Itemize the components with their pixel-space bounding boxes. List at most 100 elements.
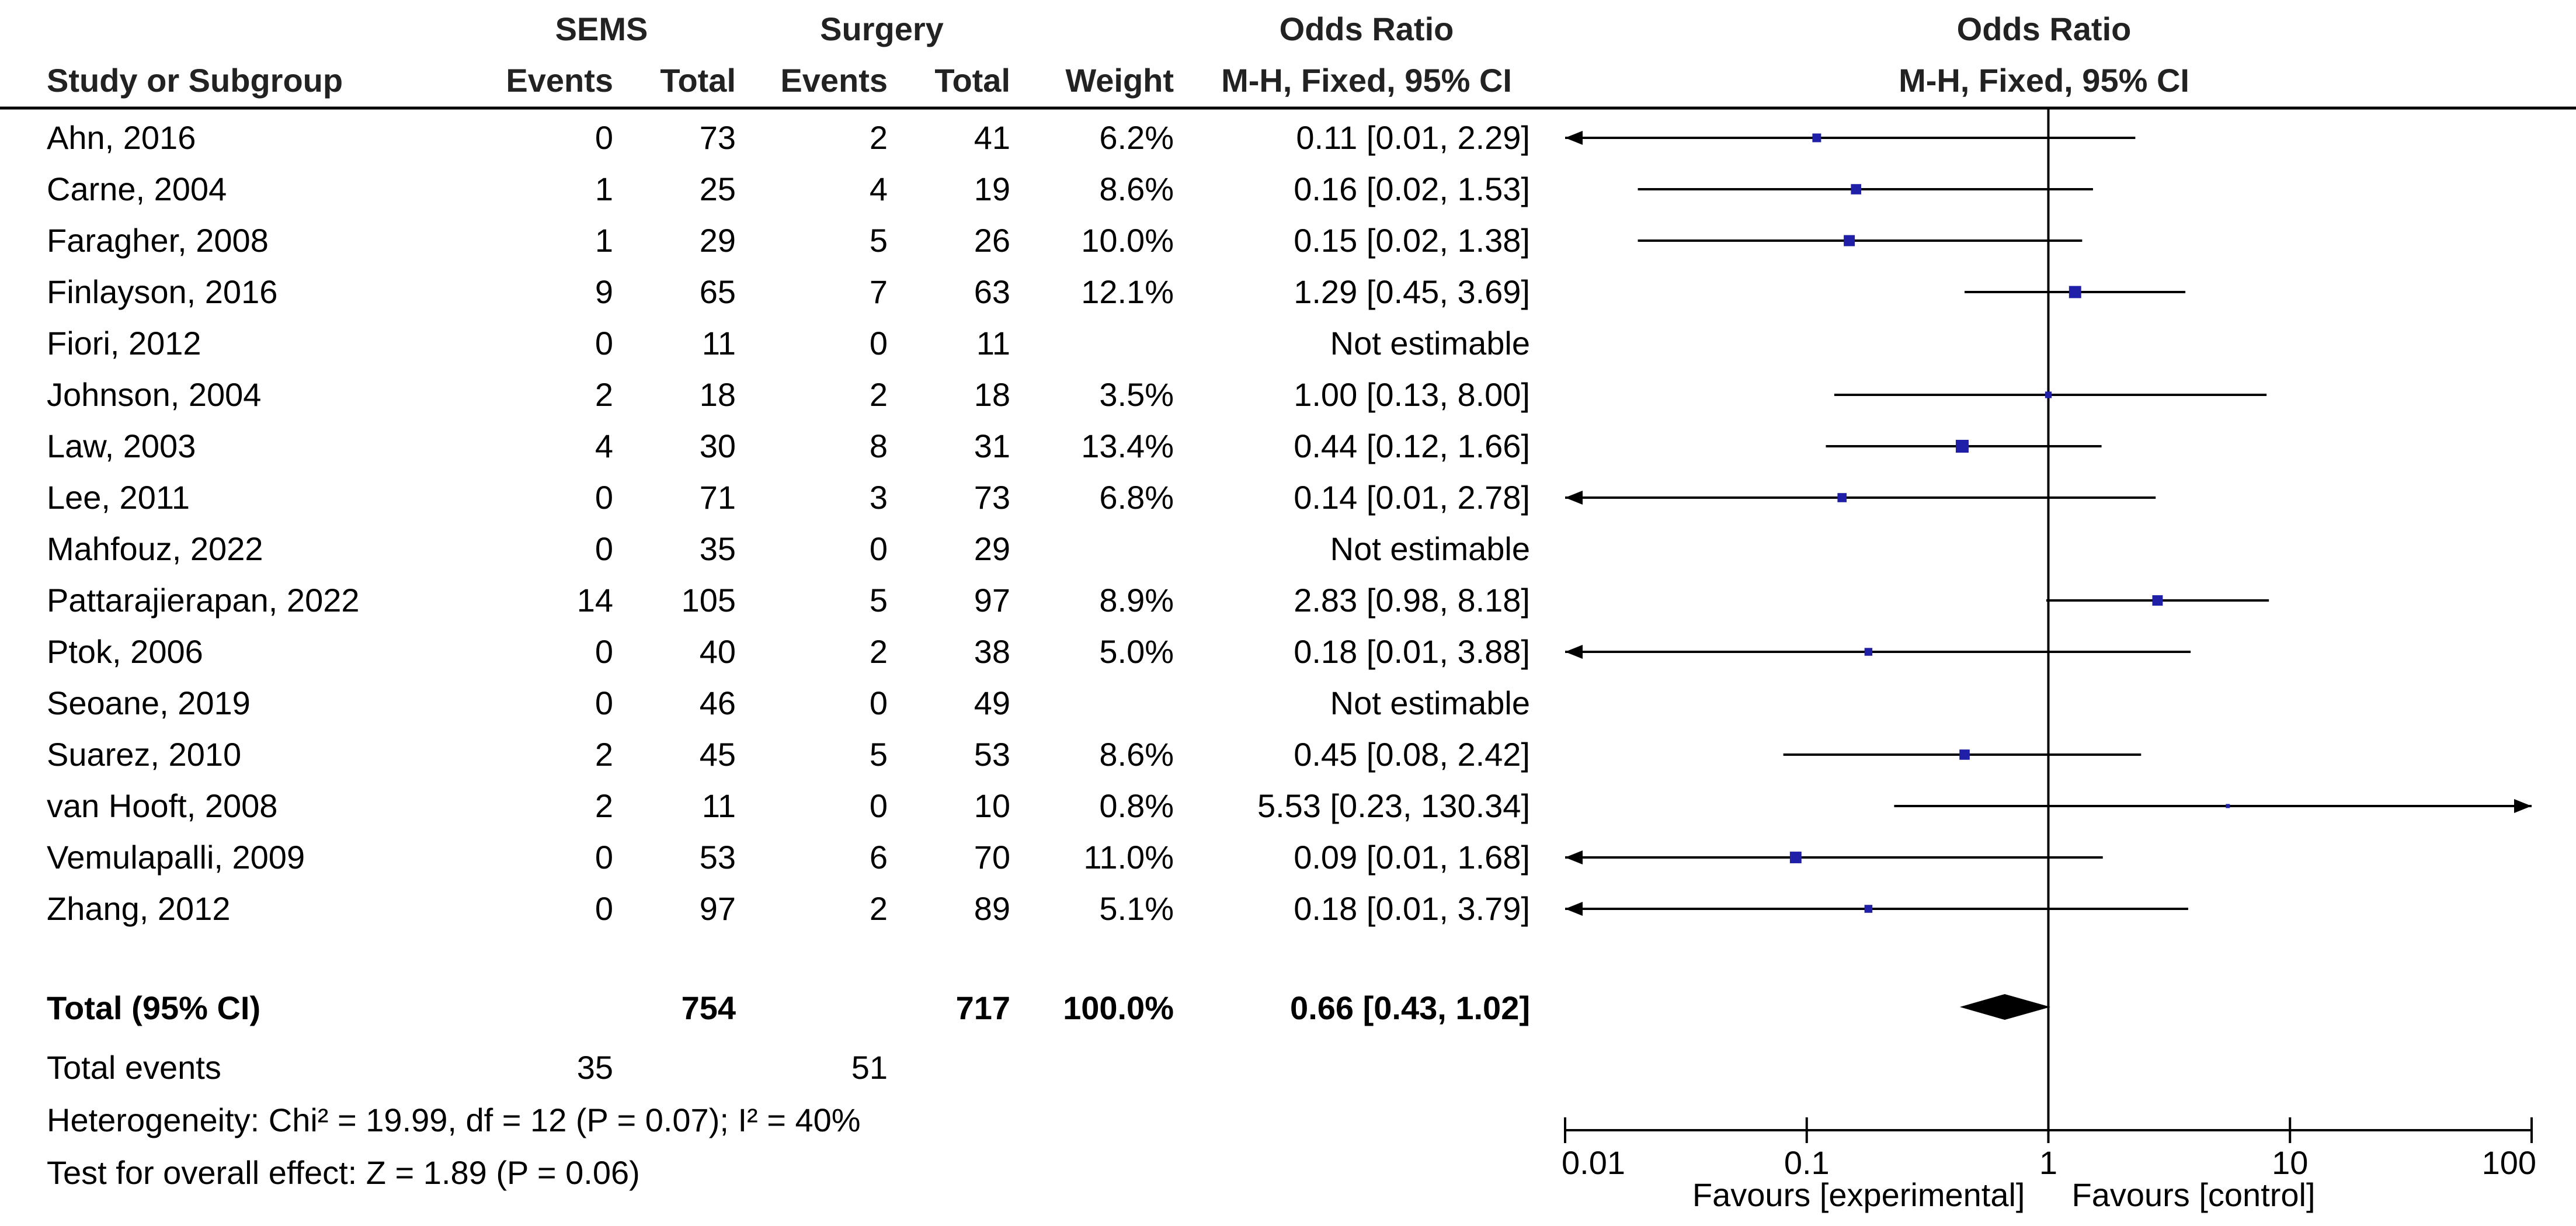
sems-total: 29 xyxy=(699,222,736,259)
study-ci: 0.09 [0.01, 1.68] xyxy=(1294,839,1530,876)
header-surgery: Surgery xyxy=(820,11,944,47)
surgery-total: 31 xyxy=(974,428,1010,464)
study-name: Lee, 2011 xyxy=(47,479,190,516)
sems-total: 46 xyxy=(699,685,736,721)
study-weight: 5.1% xyxy=(1099,890,1174,927)
sems-events: 4 xyxy=(595,428,613,464)
events-sems: 35 xyxy=(576,1049,613,1086)
study-weight: 5.0% xyxy=(1099,633,1174,670)
surgery-total: 41 xyxy=(974,119,1010,156)
sems-total: 35 xyxy=(699,530,736,567)
surgery-events: 0 xyxy=(869,530,888,567)
favours-right-label: Favours [control] xyxy=(2072,1176,2316,1213)
study-name: Zhang, 2012 xyxy=(47,890,231,927)
favours-left-label: Favours [experimental] xyxy=(1692,1176,2025,1213)
study-ci: Not estimable xyxy=(1330,325,1530,362)
sems-events: 9 xyxy=(595,273,613,310)
sems-events: 0 xyxy=(595,685,613,721)
study-name: Finlayson, 2016 xyxy=(47,273,278,310)
sems-events: 0 xyxy=(595,530,613,567)
sems-total: 97 xyxy=(699,890,736,927)
total-weight: 100.0% xyxy=(1063,989,1174,1026)
header-method-table: M-H, Fixed, 95% CI xyxy=(1221,62,1512,99)
study-weight: 6.2% xyxy=(1099,119,1174,156)
header-events-sems: Events xyxy=(506,62,613,99)
header-weight: Weight xyxy=(1065,62,1174,99)
study-name: Ahn, 2016 xyxy=(47,119,196,156)
point-marker xyxy=(2069,286,2081,298)
events-surgery: 51 xyxy=(851,1049,888,1086)
sems-total: 11 xyxy=(701,325,736,362)
header-sems: SEMS xyxy=(555,11,648,47)
study-weight: 0.8% xyxy=(1099,787,1174,824)
point-marker xyxy=(1864,905,1873,913)
ci-arrow-right xyxy=(2514,799,2532,813)
sems-events: 2 xyxy=(595,376,613,413)
surgery-total: 49 xyxy=(974,685,1010,721)
header-study: Study or Subgroup xyxy=(47,62,343,99)
point-marker xyxy=(1837,493,1847,502)
sems-total: 18 xyxy=(699,376,736,413)
axis-tick-label: 0.01 xyxy=(1562,1144,1625,1181)
point-marker xyxy=(2226,804,2230,808)
study-ci: 0.44 [0.12, 1.66] xyxy=(1294,428,1530,464)
total-ci: 0.66 [0.43, 1.02] xyxy=(1290,989,1530,1026)
study-name: Carne, 2004 xyxy=(47,171,227,207)
study-ci: 0.18 [0.01, 3.79] xyxy=(1294,890,1530,927)
header-events-surgery: Events xyxy=(780,62,888,99)
study-ci: 0.45 [0.08, 2.42] xyxy=(1294,736,1530,773)
point-marker xyxy=(1812,133,1821,143)
surgery-total: 10 xyxy=(974,787,1010,824)
ci-arrow-left xyxy=(1565,131,1583,145)
sems-total: 65 xyxy=(699,273,736,310)
sems-total: 105 xyxy=(681,582,736,619)
sems-total: 73 xyxy=(699,119,736,156)
study-name: Johnson, 2004 xyxy=(47,376,262,413)
pooled-diamond xyxy=(1959,994,2051,1020)
surgery-total: 63 xyxy=(974,273,1010,310)
surgery-events: 2 xyxy=(869,890,888,927)
sems-total: 11 xyxy=(701,787,736,824)
axis-tick-label: 10 xyxy=(2272,1144,2308,1181)
surgery-total: 19 xyxy=(974,171,1010,207)
surgery-total: 89 xyxy=(974,890,1010,927)
sems-events: 0 xyxy=(595,479,613,516)
surgery-events: 2 xyxy=(869,633,888,670)
surgery-total: 29 xyxy=(974,530,1010,567)
study-name: Ptok, 2006 xyxy=(47,633,203,670)
sems-events: 2 xyxy=(595,736,613,773)
study-ci: Not estimable xyxy=(1330,530,1530,567)
point-marker xyxy=(1789,852,1802,863)
sems-total: 45 xyxy=(699,736,736,773)
sems-events: 0 xyxy=(595,633,613,670)
study-ci: 2.83 [0.98, 8.18] xyxy=(1294,582,1530,619)
study-name: Faragher, 2008 xyxy=(47,222,269,259)
ci-arrow-left xyxy=(1565,491,1583,505)
ci-arrow-left xyxy=(1565,902,1583,916)
sems-events: 14 xyxy=(576,582,613,619)
surgery-events: 7 xyxy=(869,273,888,310)
study-ci: Not estimable xyxy=(1330,685,1530,721)
axis-tick-label: 100 xyxy=(2482,1144,2536,1181)
surgery-total: 26 xyxy=(974,222,1010,259)
sems-total: 53 xyxy=(699,839,736,876)
surgery-total: 18 xyxy=(974,376,1010,413)
sems-events: 0 xyxy=(595,839,613,876)
surgery-events: 2 xyxy=(869,376,888,413)
total-sems: 754 xyxy=(681,989,736,1026)
study-ci: 0.11 [0.01, 2.29] xyxy=(1296,119,1530,156)
surgery-events: 2 xyxy=(869,119,888,156)
surgery-events: 5 xyxy=(869,736,888,773)
surgery-events: 5 xyxy=(869,222,888,259)
study-ci: 0.14 [0.01, 2.78] xyxy=(1294,479,1530,516)
point-marker xyxy=(2045,391,2052,398)
sems-total: 30 xyxy=(699,428,736,464)
surgery-total: 11 xyxy=(976,325,1010,362)
ci-arrow-left xyxy=(1565,645,1583,659)
study-weight: 10.0% xyxy=(1081,222,1174,259)
point-marker xyxy=(1959,749,1970,760)
study-ci: 1.00 [0.13, 8.00] xyxy=(1294,376,1530,413)
header-total-sems: Total xyxy=(660,62,736,99)
surgery-total: 38 xyxy=(974,633,1010,670)
